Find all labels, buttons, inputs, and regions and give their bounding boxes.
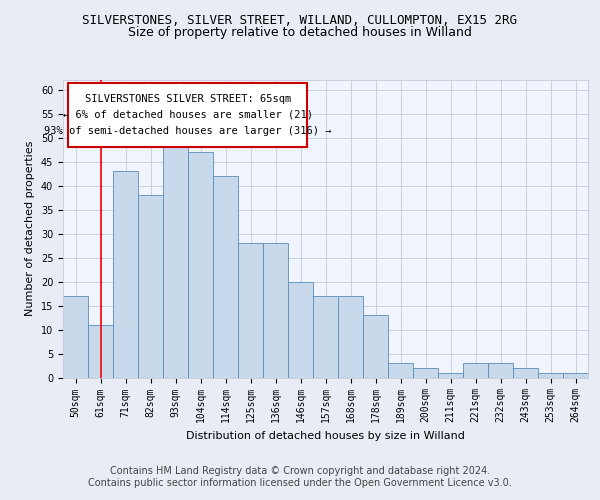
Bar [538, 372, 563, 378]
Bar [363, 315, 388, 378]
Bar [63, 296, 88, 378]
Text: Size of property relative to detached houses in Willand: Size of property relative to detached ho… [128, 26, 472, 39]
Bar [288, 282, 313, 378]
Text: Contains public sector information licensed under the Open Government Licence v3: Contains public sector information licen… [88, 478, 512, 488]
Bar [438, 372, 463, 378]
Bar [238, 243, 263, 378]
Bar [188, 152, 213, 378]
Bar [263, 243, 288, 378]
Bar [513, 368, 538, 378]
Bar [138, 195, 163, 378]
Bar [313, 296, 338, 378]
Bar [113, 171, 138, 378]
Y-axis label: Number of detached properties: Number of detached properties [25, 141, 35, 316]
Bar [338, 296, 363, 378]
Bar [413, 368, 438, 378]
Text: SILVERSTONES, SILVER STREET, WILLAND, CULLOMPTON, EX15 2RG: SILVERSTONES, SILVER STREET, WILLAND, CU… [83, 14, 517, 26]
Bar [388, 363, 413, 378]
Bar [213, 176, 238, 378]
Text: SILVERSTONES SILVER STREET: 65sqm
← 6% of detached houses are smaller (21)
93% o: SILVERSTONES SILVER STREET: 65sqm ← 6% o… [44, 94, 331, 136]
Bar [88, 324, 113, 378]
Bar [563, 372, 588, 378]
Bar [463, 363, 488, 378]
Text: Contains HM Land Registry data © Crown copyright and database right 2024.: Contains HM Land Registry data © Crown c… [110, 466, 490, 476]
Bar [163, 138, 188, 378]
Bar [488, 363, 513, 378]
FancyBboxPatch shape [68, 83, 307, 147]
X-axis label: Distribution of detached houses by size in Willand: Distribution of detached houses by size … [186, 431, 465, 441]
